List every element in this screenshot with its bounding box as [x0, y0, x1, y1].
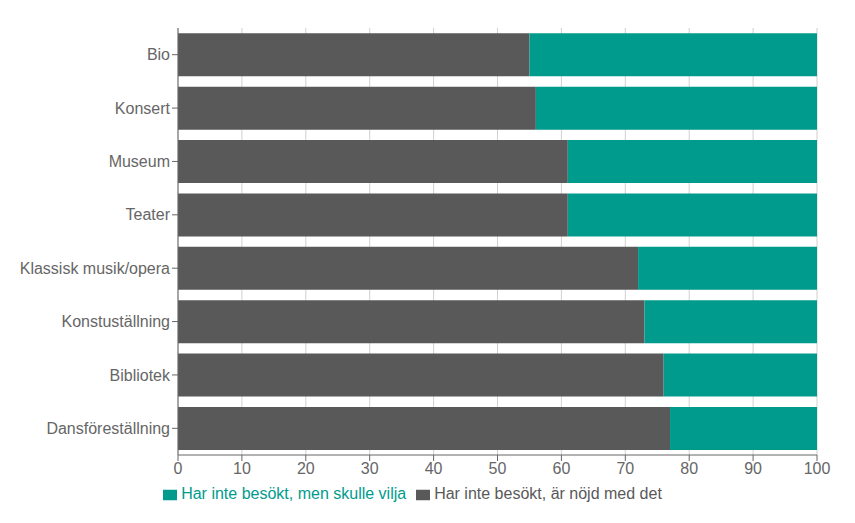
svg-text:Teater: Teater: [126, 206, 171, 223]
svg-text:Konsert: Konsert: [115, 100, 171, 117]
html-text:Har inte besökt, men skulle vi: Har inte besökt, men skulle vilja: [181, 485, 407, 502]
svg-text:70: 70: [616, 460, 634, 477]
svg-text:0: 0: [174, 460, 183, 477]
svg-text:20: 20: [297, 460, 315, 477]
svg-text:60: 60: [553, 460, 571, 477]
svg-text:10: 10: [233, 460, 251, 477]
svg-text:Konstuställning: Konstuställning: [61, 313, 170, 330]
svg-text:50: 50: [489, 460, 507, 477]
svg-text:Bio: Bio: [147, 46, 170, 63]
svg-text:Museum: Museum: [109, 153, 170, 170]
svg-text:80: 80: [680, 460, 698, 477]
svg-text:30: 30: [361, 460, 379, 477]
html-text:Har inte besökt, är nöjd med d: Har inte besökt, är nöjd med det: [434, 485, 662, 502]
svg-text:Bibliotek: Bibliotek: [110, 367, 171, 384]
svg-text:100: 100: [804, 460, 831, 477]
svg-text:90: 90: [744, 460, 762, 477]
svg-text:Dansföreställning: Dansföreställning: [46, 420, 170, 437]
svg-text:Klassisk musik/opera: Klassisk musik/opera: [20, 260, 170, 277]
svg-text:40: 40: [425, 460, 443, 477]
